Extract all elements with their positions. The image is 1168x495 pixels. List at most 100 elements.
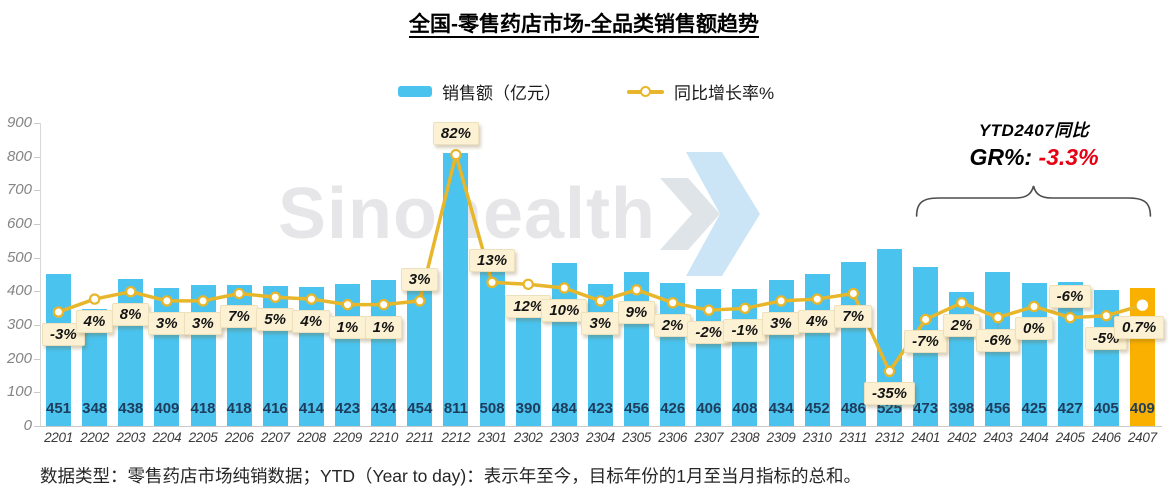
y-tick [34,325,40,326]
y-tick [34,358,40,360]
bar-value-2208: 414 [298,400,324,417]
bar-value-2301: 508 [479,400,505,417]
growth-label-2310: 4% [798,310,836,334]
growth-label-2206: 7% [220,304,258,328]
x-label-2407: 2407 [1127,430,1157,445]
bar-value-2311: 486 [840,400,866,417]
chart-title: 全国-零售药店市场-全品类销售额趋势 [409,13,759,36]
growth-label-2301: 13% [469,249,516,273]
bar-swatch-icon [398,86,432,97]
x-label-2307: 2307 [694,430,724,445]
growth-label-2212: 82% [432,121,479,145]
bar-value-2212: 811 [443,400,469,417]
bar-value-2401: 473 [913,400,939,417]
bar-value-2304: 423 [587,400,613,417]
x-label-2312: 2312 [875,430,904,445]
bar-value-2407: 409 [1129,400,1155,417]
x-label-2201: 2201 [44,430,73,445]
growth-label-2207: 5% [256,308,294,332]
growth-label-2311: 7% [834,304,873,328]
x-label-2302: 2302 [513,430,543,445]
bar-value-2203: 438 [118,400,144,417]
bar-value-2302: 390 [515,400,541,417]
bar-value-2206: 418 [226,400,252,417]
x-label-2310: 2310 [802,430,832,445]
y-tick-label: 200 [6,349,32,367]
bar-value-2201: 451 [45,400,72,417]
bar-value-2402: 398 [949,400,975,417]
legend-item-sales: 销售额（亿元） [398,79,561,104]
growth-label-2402: 2% [942,313,981,337]
x-label-2402: 2402 [947,430,977,445]
bar-value-2308: 408 [732,400,758,417]
x-label-2404: 2404 [1019,430,1049,445]
line-marker-2302 [522,278,534,290]
bar-value-2209: 423 [335,400,361,417]
growth-label-2403: -6% [976,328,1020,352]
x-label-2202: 2202 [80,430,110,445]
footnote: 数据类型：零售药店市场纯销数据；YTD（Year to day)：表示年至今，目… [40,466,861,486]
growth-label-2407: 0.7% [1114,316,1165,340]
bar-value-2309: 434 [768,400,794,417]
ytd-gr-line: GR%: -3.3% [908,144,1160,171]
x-label-2301: 2301 [477,430,507,445]
bar-value-2306: 426 [660,400,686,417]
legend-label-growth: 同比增长率% [674,84,775,103]
bar-value-2205: 418 [190,400,216,417]
bar-value-2310: 452 [804,400,830,417]
x-label-2403: 2403 [983,430,1013,445]
x-label-2203: 2203 [116,430,146,445]
growth-label-2404: 0% [1015,317,1053,341]
growth-label-2210: 1% [364,315,403,339]
y-tick [34,156,40,158]
legend: 销售额（亿元） 同比增长率% [398,79,774,104]
x-label-2211: 2211 [405,430,434,445]
growth-label-2205: 3% [184,311,222,335]
bar-value-2403: 456 [985,400,1011,417]
line-marker-icon [640,85,651,97]
x-label-2210: 2210 [369,430,399,445]
y-tick-label: 500 [6,248,32,266]
line-swatch-icon [627,85,664,97]
y-axis-line [40,123,41,426]
growth-label-2211: 3% [400,267,439,291]
y-tick [34,426,40,427]
y-tick-label: 100 [6,383,32,401]
bar-value-2305: 456 [624,400,650,417]
x-label-2406: 2406 [1091,430,1121,445]
x-label-2206: 2206 [224,430,254,445]
growth-label-2312: -35% [863,382,916,406]
x-label-2209: 2209 [333,430,362,445]
growth-label-2405: -6% [1048,284,1092,308]
ytd-annotation: YTD2407同比 GR%: -3.3% [908,116,1160,171]
y-tick [34,123,40,124]
growth-label-2303: 10% [541,298,588,322]
y-tick [34,257,40,259]
growth-label-2308: -1% [723,319,767,343]
legend-item-growth: 同比增长率% [627,79,774,104]
bar-value-2405: 427 [1057,400,1083,417]
growth-label-2202: 4% [75,310,114,334]
y-tick-label: 400 [6,282,32,300]
x-label-2309: 2309 [766,430,796,445]
growth-label-2208: 4% [292,310,331,334]
growth-label-2306: 2% [653,313,692,337]
bar-value-2406: 405 [1093,400,1119,417]
ytd-brace [915,185,1152,217]
x-label-2405: 2405 [1055,430,1085,445]
line-marker-2202 [88,293,101,305]
y-tick-label: 700 [6,181,32,199]
bar-value-2202: 348 [82,400,108,417]
growth-label-2401: -7% [904,330,947,354]
y-tick-label: 300 [6,316,32,333]
x-label-2306: 2306 [658,430,688,445]
y-tick-label: 600 [6,215,32,232]
bar-value-2307: 406 [696,400,722,417]
y-tick [34,392,40,394]
y-tick [34,190,40,192]
growth-label-2209: 1% [328,315,367,339]
growth-label-2304: 3% [581,311,620,335]
legend-label-sales: 销售额（亿元） [442,84,561,103]
